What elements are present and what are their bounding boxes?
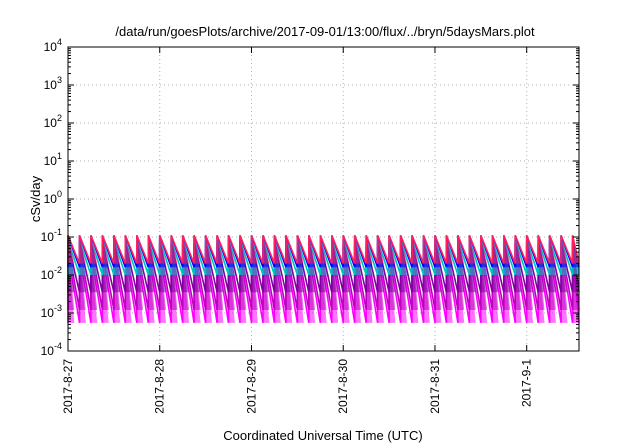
series-band-fill-2 [68,242,579,293]
x-tick-label: 2017-8-28 [153,359,167,414]
x-tick-label: 2017-8-29 [244,359,258,414]
y-tick-label: 10-2 [41,265,62,282]
chart-title: /data/run/goesPlots/archive/2017-09-01/1… [115,24,535,39]
series-band-5 [67,235,580,264]
y-tick-label: 101 [44,151,62,168]
x-axis-label: Coordinated Universal Time (UTC) [223,428,422,443]
x-tick-label: 2017-9-1 [520,359,534,407]
y-tick-label: 103 [44,75,62,92]
x-tick-label: 2017-8-27 [61,359,75,414]
x-tick-label: 2017-8-30 [336,359,350,414]
series-band-fill-5 [68,235,579,264]
y-tick-label: 102 [44,113,62,130]
y-axis-label: cSv/day [28,175,43,222]
x-tick-label: 2017-8-31 [428,359,442,414]
y-tick-label: 10-3 [41,303,62,320]
series-band-fill-1 [68,245,579,310]
y-tick-label: 104 [44,37,62,54]
ticks: 104 103 102 101 100 10-1 10-2 10-3 10-42017-8-27… [41,37,579,414]
y-tick-label: 10-4 [41,341,62,358]
y-tick-label: 100 [44,189,62,206]
grid [68,47,579,351]
series-layer [67,235,580,324]
y-tick-label: 10-1 [41,227,62,244]
series-band-3 [67,239,580,276]
